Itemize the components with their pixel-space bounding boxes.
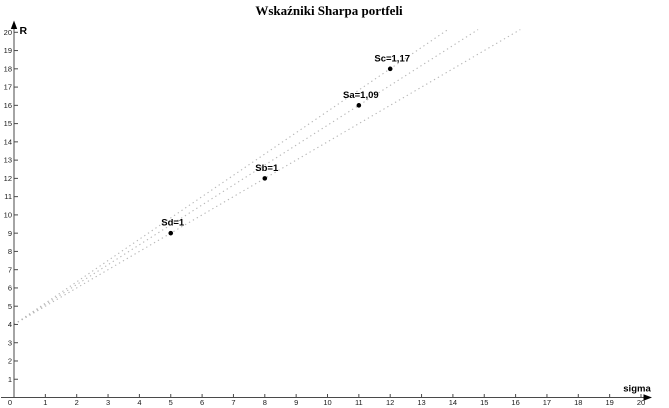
point-label-Sc: Sc=1,17 [374, 53, 410, 64]
sharpe-line-0 [13, 29, 521, 325]
x-axis-arrow-icon [643, 394, 652, 401]
y-axis-arrow-icon [10, 20, 18, 29]
x-tick-label: 9 [294, 398, 298, 407]
y-tick-label: 3 [8, 338, 12, 347]
x-tick-label: 14 [449, 398, 457, 407]
y-tick-label: 14 [4, 137, 12, 146]
y-tick-label: 17 [4, 83, 12, 92]
point-label-Sa: Sa=1,09 [343, 90, 379, 101]
sharpe-line-1 [13, 29, 479, 325]
x-tick-label: 5 [169, 398, 173, 407]
data-point-Sd [168, 230, 174, 236]
x-tick-label: 12 [386, 398, 394, 407]
y-tick-label: 4 [8, 320, 12, 329]
point-label-Sb: Sb=1 [255, 163, 279, 174]
y-axis-label: R [20, 25, 28, 37]
y-tick-label: 19 [4, 46, 12, 55]
x-tick-label: 3 [106, 398, 110, 407]
sharpe-line-2 [13, 29, 449, 325]
y-tick-label: 6 [8, 284, 12, 293]
y-tick-label: 2 [8, 357, 12, 366]
y-tick-label: 15 [4, 119, 12, 128]
x-tick-label: 18 [574, 398, 582, 407]
y-tick-label: 10 [4, 211, 12, 220]
y-tick-label: 16 [4, 101, 12, 110]
x-tick-label: 17 [543, 398, 551, 407]
data-point-Sb [262, 176, 268, 181]
x-tick-label: 20 [637, 398, 645, 407]
x-tick-label: 1 [43, 398, 47, 407]
y-tick-label: 7 [8, 265, 12, 274]
x-tick-label: 16 [511, 398, 519, 407]
x-axis-label: sigma [623, 384, 651, 395]
x-tick-label: 15 [480, 398, 488, 407]
y-tick-label: 13 [4, 156, 12, 165]
y-tick-label: 1 [8, 375, 12, 384]
x-tick-label: 13 [417, 398, 425, 407]
data-point-Sc [387, 66, 393, 72]
y-tick-label: 20 [4, 28, 12, 37]
origin-tick-label: 0 [8, 398, 12, 407]
data-point-Sa [356, 103, 362, 108]
x-tick-label: 11 [355, 398, 363, 407]
x-tick-label: 19 [605, 398, 613, 407]
x-tick-label: 6 [200, 398, 204, 407]
chart-title: Wskaźniki Sharpa portfeli [255, 3, 403, 18]
y-tick-label: 8 [8, 247, 12, 256]
y-tick-label: 5 [8, 302, 12, 311]
x-tick-label: 4 [137, 398, 141, 407]
y-tick-label: 18 [4, 64, 12, 73]
point-label-Sd: Sd=1 [161, 218, 185, 229]
x-tick-label: 8 [263, 398, 267, 407]
y-tick-label: 9 [8, 229, 12, 238]
x-tick-label: 10 [323, 398, 331, 407]
x-tick-label: 7 [231, 398, 235, 407]
x-tick-label: 2 [75, 398, 79, 407]
y-tick-label: 12 [4, 174, 12, 183]
y-tick-label: 11 [4, 192, 12, 201]
